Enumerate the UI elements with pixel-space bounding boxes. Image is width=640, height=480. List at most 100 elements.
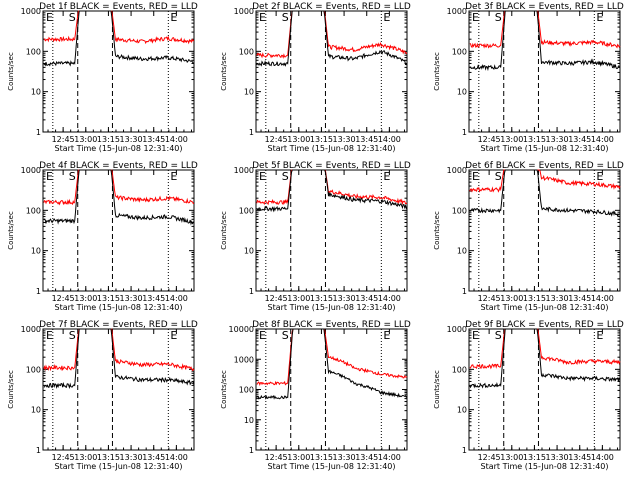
x-tick-label: 13:45 [568, 294, 591, 303]
marker-label-e: E [259, 329, 266, 342]
y-axis-label: Counts/sec [7, 211, 15, 250]
x-tick-label: 13:45 [142, 453, 165, 462]
marker-label-s: S [495, 329, 502, 342]
marker-label-e: E [472, 170, 479, 183]
series-black-events [256, 169, 408, 213]
plot-frame [468, 10, 621, 133]
x-tick-label: 13:00 [74, 294, 97, 303]
marker-label-s: S [69, 329, 76, 342]
panel-title: Det 4f BLACK = Events, RED = LLD [39, 161, 198, 171]
marker-label-e: E [383, 329, 390, 342]
panel-title: Det 6f BLACK = Events, RED = LLD [465, 161, 624, 171]
x-tick-label: 13:00 [500, 135, 523, 144]
y-axis-label: Counts/sec [433, 52, 441, 91]
plot-frame [42, 10, 195, 133]
marker-label-e: E [46, 329, 53, 342]
series-red-lld [43, 169, 195, 206]
x-tick-label: 14:00 [591, 294, 614, 303]
plot-frame [255, 328, 408, 451]
series-red-lld [469, 10, 621, 49]
x-axis-label: Start Time (15-Jun-08 12:31:40) [55, 144, 183, 153]
y-tick-label: 10 [244, 88, 254, 97]
x-tick-label: 13:00 [500, 294, 523, 303]
y-tick-label: 100 [239, 47, 254, 56]
x-tick-label: 12:45 [52, 294, 75, 303]
y-tick-label: 10 [244, 247, 254, 256]
y-tick-label: 1000 [21, 325, 41, 334]
series-red-lld [43, 328, 195, 372]
x-tick-label: 13:15 [523, 453, 546, 462]
x-tick-label: 14:00 [165, 135, 188, 144]
marker-label-s: S [282, 11, 289, 24]
x-tick-label: 12:45 [265, 294, 288, 303]
marker-label-e: E [259, 11, 266, 24]
y-axis-label: Counts/sec [220, 370, 228, 409]
panel-det-7: Det 7f BLACK = Events, RED = LLD 1 10 100 10… [7, 320, 198, 471]
y-tick-label: 100 [239, 386, 254, 395]
x-tick-label: 13:45 [355, 453, 378, 462]
x-tick-label: 13:15 [97, 453, 120, 462]
y-tick-label: 1 [36, 287, 41, 296]
panel-det-2: Det 2f BLACK = Events, RED = LLD 1 10 100 10… [220, 2, 411, 153]
marker-label-e: E [46, 11, 53, 24]
x-tick-label: 14:00 [378, 135, 401, 144]
marker-label-s: S [495, 170, 502, 183]
y-tick-label: 1 [462, 446, 467, 455]
marker-label-e: E [472, 11, 479, 24]
panel-title: Det 7f BLACK = Events, RED = LLD [39, 320, 198, 330]
x-tick-label: 13:30 [120, 135, 143, 144]
panel-title: Det 2f BLACK = Events, RED = LLD [252, 2, 411, 12]
x-tick-label: 13:30 [546, 135, 569, 144]
x-axis-label: Start Time (15-Jun-08 12:31:40) [55, 462, 183, 471]
x-tick-label: 13:45 [142, 135, 165, 144]
panel-title: Det 3f BLACK = Events, RED = LLD [465, 2, 624, 12]
marker-label-s: S [282, 170, 289, 183]
x-tick-label: 13:00 [74, 453, 97, 462]
y-tick-label: 1000 [234, 166, 254, 175]
marker-label-s: S [282, 329, 289, 342]
y-tick-label: 100 [26, 365, 41, 374]
marker-label-e: E [170, 170, 177, 183]
x-tick-label: 12:45 [478, 453, 501, 462]
x-tick-label: 13:45 [568, 135, 591, 144]
x-axis-label: Start Time (15-Jun-08 12:31:40) [268, 303, 396, 312]
x-tick-label: 13:00 [287, 135, 310, 144]
y-tick-label: 100 [239, 206, 254, 215]
x-axis-label: Start Time (15-Jun-08 12:31:40) [268, 144, 396, 153]
x-axis-label: Start Time (15-Jun-08 12:31:40) [481, 462, 609, 471]
y-tick-label: 1000 [21, 7, 41, 16]
y-tick-label: 10000 [229, 325, 254, 334]
plot-frame [42, 169, 195, 292]
plot-frame [468, 169, 621, 292]
y-tick-label: 1 [249, 287, 254, 296]
x-tick-label: 13:30 [546, 294, 569, 303]
y-tick-label: 10 [31, 247, 41, 256]
x-tick-label: 13:45 [568, 453, 591, 462]
x-tick-label: 13:45 [142, 294, 165, 303]
panel-title: Det 5f BLACK = Events, RED = LLD [252, 161, 411, 171]
y-tick-label: 1 [462, 128, 467, 137]
x-tick-label: 12:45 [265, 453, 288, 462]
x-axis-label: Start Time (15-Jun-08 12:31:40) [55, 303, 183, 312]
panel-det-8: Det 8f BLACK = Events, RED = LLD 1 10 100 10… [220, 320, 411, 471]
x-tick-label: 12:45 [265, 135, 288, 144]
y-tick-label: 1000 [447, 166, 467, 175]
y-tick-label: 10 [31, 406, 41, 415]
y-tick-label: 100 [26, 206, 41, 215]
x-axis-label: Start Time (15-Jun-08 12:31:40) [268, 462, 396, 471]
x-tick-label: 13:30 [333, 135, 356, 144]
x-tick-label: 12:45 [52, 453, 75, 462]
marker-label-e: E [383, 11, 390, 24]
series-red-lld [256, 328, 408, 387]
x-axis-label: Start Time (15-Jun-08 12:31:40) [481, 303, 609, 312]
series-red-lld [43, 10, 195, 45]
series-black-events [256, 328, 408, 400]
y-tick-label: 1000 [447, 7, 467, 16]
panel-det-9: Det 9f BLACK = Events, RED = LLD 1 10 100 10… [433, 320, 624, 471]
marker-label-e: E [46, 170, 53, 183]
x-tick-label: 13:15 [97, 135, 120, 144]
y-tick-label: 100 [452, 365, 467, 374]
x-tick-label: 14:00 [378, 453, 401, 462]
marker-label-e: E [596, 329, 603, 342]
